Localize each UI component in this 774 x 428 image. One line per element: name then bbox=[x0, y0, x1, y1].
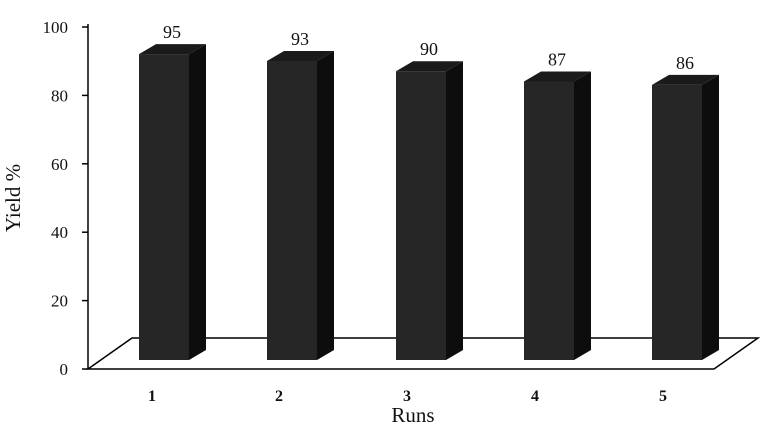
bar bbox=[267, 50, 334, 360]
data-label: 87 bbox=[548, 49, 566, 69]
data-label: 93 bbox=[291, 29, 309, 49]
bar bbox=[652, 74, 719, 360]
bar bbox=[139, 44, 206, 360]
x-ticks: 1 2 3 4 5 bbox=[148, 388, 667, 405]
y-axis: 0 20 40 60 80 100 bbox=[43, 18, 89, 379]
y-axis-label: Yield % bbox=[1, 164, 25, 232]
bar-side bbox=[446, 61, 463, 360]
bar-top bbox=[139, 44, 206, 55]
bar-side bbox=[702, 74, 719, 360]
data-label: 86 bbox=[676, 53, 694, 73]
bar-front bbox=[524, 81, 574, 361]
bar-top bbox=[652, 74, 719, 85]
y-tick-label: 0 bbox=[60, 360, 69, 379]
bar-front bbox=[396, 71, 446, 360]
bar-front bbox=[652, 84, 702, 360]
bar-top bbox=[267, 50, 334, 61]
bar-top bbox=[396, 61, 463, 72]
x-tick-label: 4 bbox=[531, 388, 539, 405]
y-ticks: 0 20 40 60 80 100 bbox=[43, 18, 88, 379]
bar-front bbox=[267, 60, 317, 360]
x-tick-label: 1 bbox=[148, 388, 156, 405]
bar bbox=[396, 61, 463, 360]
y-tick-label: 100 bbox=[43, 18, 69, 37]
bar-side bbox=[574, 71, 591, 361]
x-tick-label: 3 bbox=[403, 388, 411, 405]
y-tick-label: 60 bbox=[51, 155, 68, 174]
data-label: 90 bbox=[420, 39, 438, 59]
x-tick-label: 2 bbox=[275, 388, 283, 405]
bar-top bbox=[524, 71, 591, 82]
x-axis-label: Runs bbox=[391, 403, 434, 427]
bars: 95 93 90 87 86 bbox=[139, 22, 719, 361]
bar bbox=[524, 71, 591, 361]
x-tick-label: 5 bbox=[659, 388, 667, 405]
bar-side bbox=[317, 50, 334, 360]
y-tick-label: 20 bbox=[51, 292, 68, 311]
data-label: 95 bbox=[163, 22, 181, 42]
bar-front bbox=[139, 54, 189, 360]
y-tick-label: 40 bbox=[51, 223, 68, 242]
y-tick-label: 80 bbox=[51, 86, 68, 105]
bar-side bbox=[189, 44, 206, 360]
